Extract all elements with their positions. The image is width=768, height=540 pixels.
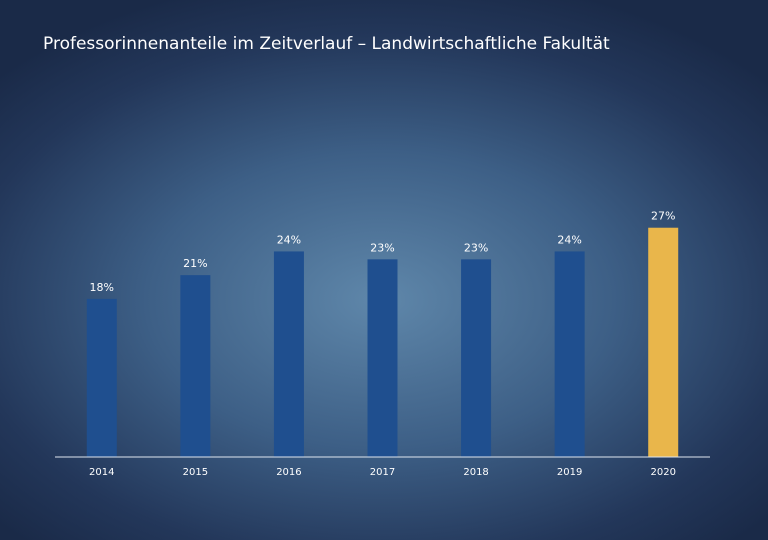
bar <box>273 251 304 457</box>
x-tick-label: 2016 <box>276 467 301 478</box>
value-label: 18% <box>90 281 114 294</box>
value-label: 24% <box>277 233 301 246</box>
bar <box>648 227 679 457</box>
value-label: 24% <box>557 233 581 246</box>
x-tick-label: 2015 <box>183 467 208 478</box>
value-label: 21% <box>183 257 207 270</box>
value-label: 23% <box>464 241 488 254</box>
value-label: 27% <box>651 210 675 223</box>
x-tick-label: 2017 <box>370 467 395 478</box>
x-tick-label: 2019 <box>557 467 582 478</box>
x-tick-label: 2018 <box>463 467 488 478</box>
x-tick-label: 2014 <box>89 467 114 478</box>
bar <box>461 259 492 457</box>
x-tick-label: 2020 <box>650 467 675 478</box>
bar <box>86 298 117 457</box>
bar <box>367 259 398 457</box>
bar <box>554 251 585 457</box>
chart-title: Professorinnenanteile im Zeitverlauf – L… <box>43 34 610 54</box>
value-label: 23% <box>370 241 394 254</box>
bar <box>180 275 211 457</box>
